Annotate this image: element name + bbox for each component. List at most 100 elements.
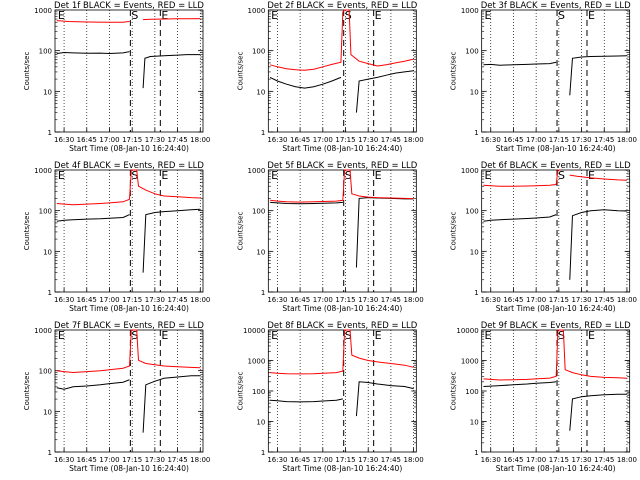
event-marker-label: E [58, 329, 65, 342]
y-tick-label: 100 [465, 48, 478, 56]
plot-frame [54, 329, 204, 453]
event-marker-label: E [375, 9, 382, 22]
event-marker-label: E [375, 329, 382, 342]
x-tick-label: 17:45 [167, 136, 187, 144]
x-tick-label: 16:45 [503, 296, 523, 304]
event-marker-label: S [345, 169, 352, 182]
x-tick-label: 17:30 [145, 296, 165, 304]
x-axis-label: Start Time (08-Jan-10 16:24:40) [282, 464, 402, 473]
lld-series-line [483, 329, 627, 381]
x-axis-label: Start Time (08-Jan-10 16:24:40) [282, 144, 402, 153]
x-tick-label: 17:45 [594, 456, 614, 464]
event-marker-label: E [271, 329, 278, 342]
x-tick-label: 17:45 [167, 296, 187, 304]
y-tick-label: 100 [465, 388, 478, 396]
x-tick-label: 17:15 [122, 456, 142, 464]
x-tick-label: 16:45 [77, 296, 97, 304]
x-tick-label: 17:15 [335, 456, 355, 464]
lld-series-line [56, 329, 201, 374]
x-tick-label: 17:30 [358, 456, 378, 464]
y-axis-label: Counts/sec [236, 52, 244, 91]
events-series-line [569, 393, 627, 431]
event-marker-label: S [131, 329, 138, 342]
y-tick-label: 1000 [248, 167, 266, 175]
events-series-line [142, 375, 201, 433]
x-tick-label: 16:45 [77, 456, 97, 464]
chart-panel: Det 6f BLACK = Events, RED = LLD 1 10 100 10… [450, 161, 637, 313]
plot-frame [481, 329, 631, 453]
y-axis-label: Counts/sec [450, 212, 458, 251]
plot-frame [54, 169, 204, 293]
y-tick-label: 10 [256, 88, 265, 96]
lld-series-line [569, 174, 627, 181]
event-marker-label: S [345, 329, 352, 342]
y-tick-label: 1000 [34, 167, 52, 175]
x-tick-label: 17:00 [313, 136, 333, 144]
y-tick-label: 100 [39, 208, 52, 216]
event-marker-label: E [484, 9, 491, 22]
x-tick-label: 17:30 [358, 136, 378, 144]
event-marker-label: E [588, 169, 595, 182]
chart-panel: Det 7f BLACK = Events, RED = LLD 1 10 100 10… [23, 321, 210, 473]
x-tick-label: 16:30 [267, 296, 287, 304]
x-tick-label: 17:00 [526, 136, 546, 144]
chart-title: Det 3f BLACK = Events, RED = LLD [481, 1, 631, 11]
y-tick-label: 10 [256, 419, 265, 427]
event-marker-label: E [161, 9, 168, 22]
x-axis-label: Start Time (08-Jan-10 16:24:40) [496, 144, 616, 153]
x-tick-label: 18:00 [190, 136, 210, 144]
y-axis-label: Counts/sec [23, 372, 31, 411]
x-tick-label: 17:15 [335, 136, 355, 144]
y-tick-label: 1000 [248, 358, 266, 366]
x-tick-label: 17:45 [594, 136, 614, 144]
y-tick-label: 1 [261, 449, 265, 457]
x-tick-label: 18:00 [190, 456, 210, 464]
x-tick-label: 16:30 [267, 456, 287, 464]
events-series-line [355, 70, 414, 113]
x-tick-label: 17:30 [571, 296, 591, 304]
x-axis-label: Start Time (08-Jan-10 16:24:40) [69, 464, 189, 473]
events-series-line [355, 381, 414, 417]
y-tick-label: 1000 [34, 7, 52, 15]
x-axis-label: Start Time (08-Jan-10 16:24:40) [496, 464, 616, 473]
y-tick-label: 1000 [248, 7, 266, 15]
x-tick-label: 18:00 [617, 296, 637, 304]
y-tick-label: 10 [470, 88, 479, 96]
y-tick-label: 1 [474, 449, 478, 457]
x-tick-label: 17:15 [549, 456, 569, 464]
y-tick-label: 1000 [461, 167, 479, 175]
y-tick-label: 1 [474, 129, 478, 137]
y-tick-label: 1 [48, 289, 52, 297]
y-tick-label: 1 [261, 129, 265, 137]
chart-panel: Det 3f BLACK = Events, RED = LLD 1 10 100 10… [450, 1, 637, 153]
y-tick-label: 1 [48, 449, 52, 457]
y-axis-label: Counts/sec [450, 372, 458, 411]
chart-title: Det 2f BLACK = Events, RED = LLD [267, 1, 417, 11]
events-series-line [569, 209, 627, 280]
event-marker-label: S [558, 169, 565, 182]
lld-series-line [270, 9, 414, 71]
event-marker-label: S [131, 169, 138, 182]
chart-panel: Det 1f BLACK = Events, RED = LLD 1 10 100 10… [23, 1, 210, 153]
x-tick-label: 17:15 [549, 296, 569, 304]
events-series-line [270, 398, 343, 403]
x-tick-label: 17:00 [99, 136, 119, 144]
lld-series-line [56, 20, 130, 23]
y-tick-label: 10 [43, 248, 52, 256]
x-tick-label: 16:45 [290, 456, 310, 464]
x-tick-label: 18:00 [404, 296, 424, 304]
lld-series-line [143, 18, 201, 21]
y-axis-label: Counts/sec [236, 212, 244, 251]
x-tick-label: 17:45 [381, 136, 401, 144]
plot-frame [54, 9, 204, 133]
x-axis-label: Start Time (08-Jan-10 16:24:40) [496, 304, 616, 313]
chart-title: Det 5f BLACK = Events, RED = LLD [267, 161, 417, 171]
events-series-line [142, 208, 201, 273]
y-tick-label: 10 [43, 88, 52, 96]
x-tick-label: 17:00 [99, 456, 119, 464]
y-tick-label: 10 [470, 248, 479, 256]
chart-panel: Det 4f BLACK = Events, RED = LLD 1 10 100 10… [23, 161, 210, 313]
y-tick-label: 10 [256, 248, 265, 256]
x-axis-label: Start Time (08-Jan-10 16:24:40) [69, 304, 189, 313]
events-series-line [270, 201, 343, 205]
